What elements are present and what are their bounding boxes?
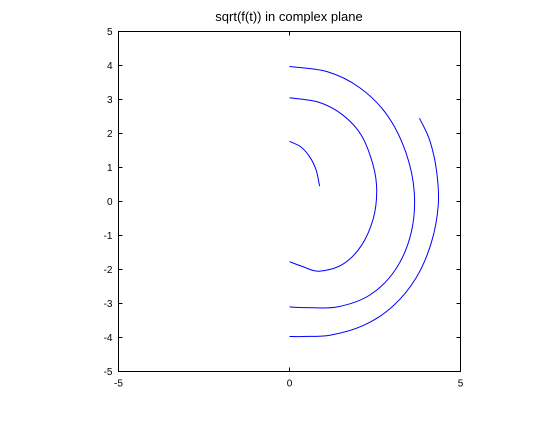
series-line-4 [289, 117, 440, 338]
series-line-2 [289, 97, 378, 272]
x-tick-label: -5 [114, 379, 123, 390]
y-tick-label: -3 [104, 299, 113, 310]
series-layer [289, 66, 440, 338]
y-tick-label: 5 [107, 27, 113, 38]
y-tick-label: 1 [107, 163, 113, 174]
y-tick-label: 2 [107, 129, 113, 140]
y-tick-label: -4 [104, 333, 113, 344]
x-tick-label: 0 [287, 379, 293, 390]
plot-area [118, 31, 461, 372]
chart-title: sqrt(f(t)) in complex plane [215, 9, 362, 24]
series-line-3 [289, 66, 416, 309]
axis-ticks: -5 0 5 -5 -4 -3 -2 -1 0 1 2 3 4 5 [104, 27, 464, 390]
y-tick-label: -5 [104, 367, 113, 378]
y-tick-label: -2 [104, 265, 113, 276]
x-tick-label: 5 [458, 379, 464, 390]
y-tick-label: 4 [107, 61, 113, 72]
y-tick-label: 0 [107, 197, 113, 208]
y-tick-label: 3 [107, 95, 113, 106]
series-line-1 [289, 140, 321, 187]
y-tick-label: -1 [104, 231, 113, 242]
